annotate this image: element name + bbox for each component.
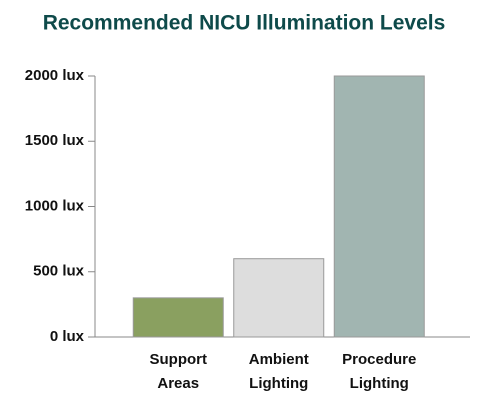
chart-title: Recommended NICU Illumination Levels (43, 12, 446, 35)
y-tick-label: 500 lux (33, 263, 85, 280)
y-tick-label: 0 lux (50, 328, 85, 345)
y-tick-label: 1000 lux (25, 197, 85, 214)
y-tick-label: 2000 lux (25, 67, 85, 84)
x-tick-label: Ambient Lighting (249, 351, 309, 392)
bar (333, 75, 425, 338)
x-tick-label: Procedure Lighting (342, 351, 416, 392)
bar (233, 258, 325, 338)
y-tick-label: 1500 lux (25, 132, 85, 149)
bar (132, 297, 224, 338)
x-tick-label: Support Areas (150, 351, 208, 392)
